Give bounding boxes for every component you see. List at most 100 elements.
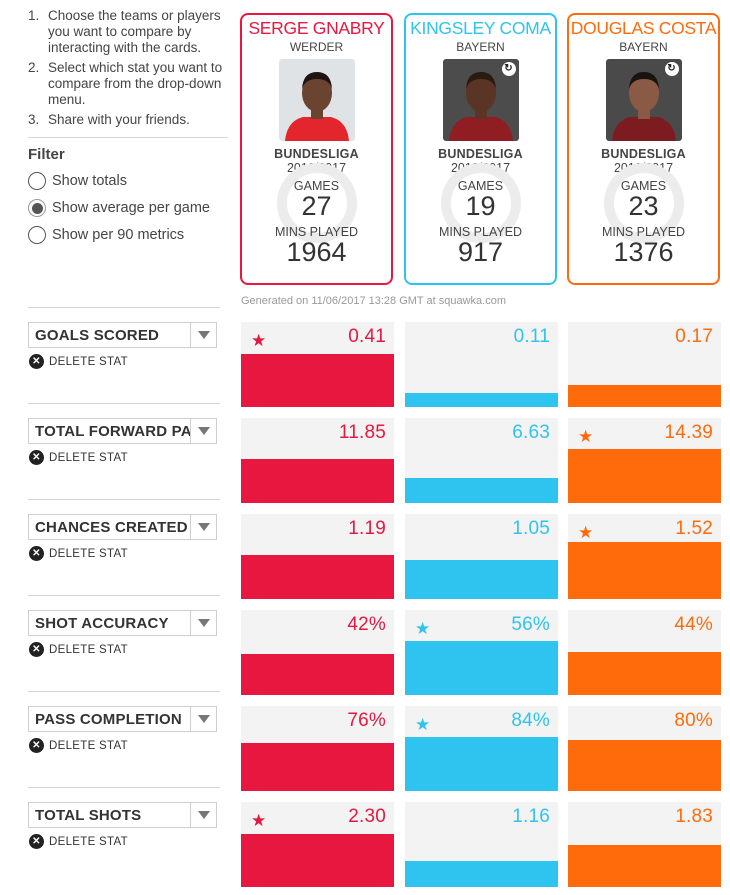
close-circle-icon: ✕ — [29, 546, 44, 561]
stat-bar — [405, 478, 558, 503]
player-name: KINGSLEY COMA — [410, 18, 551, 38]
stat-bar — [241, 654, 394, 695]
filter-option-per-90[interactable]: Show per 90 metrics — [28, 226, 184, 244]
delete-stat-button[interactable]: ✕ DELETE STAT — [29, 354, 128, 369]
games-ring — [440, 163, 521, 243]
radio-button[interactable] — [28, 172, 46, 190]
player-team: BAYERN — [619, 40, 668, 54]
stat-name: PASS COMPLETION — [35, 710, 182, 728]
delete-stat-label: DELETE STAT — [49, 643, 128, 656]
stat-dropdown[interactable]: CHANCES CREATED — [28, 514, 217, 540]
stat-value: 1.05 — [512, 518, 550, 539]
swap-icon[interactable]: ↻ — [501, 62, 516, 76]
filter-option-label: Show totals — [52, 173, 127, 189]
stat-cell: ★ 0.41 — [241, 322, 394, 407]
delete-stat-button[interactable]: ✕ DELETE STAT — [29, 834, 128, 849]
player-card[interactable]: KINGSLEY COMA BAYERN ↻ BUNDESLIGA 2016/2017 G… — [404, 13, 557, 285]
chevron-down-icon[interactable] — [190, 323, 216, 347]
filter-title: Filter — [28, 146, 65, 163]
chevron-down-icon[interactable] — [190, 419, 216, 443]
stat-row: PASS COMPLETION ✕ DELETE STAT 76% ★ 84% 80% — [0, 691, 730, 791]
stat-cell: 76% — [241, 706, 394, 791]
player-photo — [278, 59, 355, 141]
mins-value: 1964 — [286, 237, 347, 267]
stat-value: 42% — [347, 614, 386, 635]
stat-value: 6.63 — [512, 422, 550, 443]
stat-cell: 11.85 — [241, 418, 394, 503]
star-icon: ★ — [415, 619, 431, 638]
stat-cell: ★ 84% — [405, 706, 558, 791]
chevron-down-icon[interactable] — [190, 515, 216, 539]
player-name: DOUGLAS COSTA — [570, 18, 717, 38]
filter-option-average-per-game[interactable]: Show average per game — [28, 199, 210, 217]
stat-bar — [241, 354, 394, 407]
divider — [28, 595, 220, 596]
stat-value: 56% — [511, 614, 550, 635]
stat-dropdown[interactable]: SHOT ACCURACY — [28, 610, 217, 636]
delete-stat-button[interactable]: ✕ DELETE STAT — [29, 738, 128, 753]
player-league: BUNDESLIGA — [274, 147, 359, 161]
swap-icon[interactable]: ↻ — [664, 62, 679, 76]
chevron-down-icon[interactable] — [190, 611, 216, 635]
stat-value: 1.16 — [512, 806, 550, 827]
chevron-down-icon[interactable] — [190, 707, 216, 731]
stat-name: CHANCES CREATED — [35, 518, 188, 536]
stat-row: TOTAL SHOTS ✕ DELETE STAT ★ 2.30 1.16 1.83 — [0, 787, 730, 887]
stat-cell: 1.83 — [568, 802, 721, 887]
radio-button[interactable] — [28, 226, 46, 244]
radio-button[interactable] — [28, 199, 46, 217]
stat-cell: 44% — [568, 610, 721, 695]
stat-cell: 1.19 — [241, 514, 394, 599]
star-icon: ★ — [415, 715, 431, 734]
stat-dropdown[interactable]: GOALS SCORED — [28, 322, 217, 348]
stat-cell: 1.16 — [405, 802, 558, 887]
star-icon: ★ — [578, 427, 594, 446]
stat-bar — [405, 861, 558, 887]
chevron-down-icon[interactable] — [190, 803, 216, 827]
player-team: BAYERN — [456, 40, 505, 54]
stat-value: 1.19 — [348, 518, 386, 539]
stat-cell: 0.11 — [405, 322, 558, 407]
stat-bar — [568, 449, 721, 503]
stat-row: GOALS SCORED ✕ DELETE STAT ★ 0.41 0.11 0.17 — [0, 307, 730, 407]
stat-bar — [241, 555, 394, 599]
filter-option-totals[interactable]: Show totals — [28, 172, 127, 190]
stat-cell: 0.17 — [568, 322, 721, 407]
games-value: 23 — [628, 191, 659, 221]
stat-bar — [241, 459, 394, 503]
divider — [28, 137, 228, 138]
stat-name: TOTAL SHOTS — [35, 806, 142, 824]
stat-bar — [568, 385, 721, 407]
mins-label: MINS PLAYED — [438, 225, 523, 239]
player-name: SERGE GNABRY — [248, 18, 385, 38]
stat-cell: ★ 56% — [405, 610, 558, 695]
stat-dropdown[interactable]: TOTAL FORWARD PASSES — [28, 418, 217, 444]
mins-label: MINS PLAYED — [601, 225, 686, 239]
divider — [28, 307, 220, 308]
player-card[interactable]: SERGE GNABRY WERDER BUNDESLIGA 2016/2017 GAM… — [240, 13, 393, 285]
divider — [28, 403, 220, 404]
stat-cell: ★ 14.39 — [568, 418, 721, 503]
delete-stat-label: DELETE STAT — [49, 547, 128, 560]
delete-stat-button[interactable]: ✕ DELETE STAT — [29, 450, 128, 465]
player-photo: ↻ — [442, 59, 519, 141]
stat-bar — [405, 393, 558, 407]
stat-value: 44% — [674, 614, 713, 635]
delete-stat-button[interactable]: ✕ DELETE STAT — [29, 546, 128, 561]
stat-name: GOALS SCORED — [35, 326, 160, 344]
delete-stat-button[interactable]: ✕ DELETE STAT — [29, 642, 128, 657]
stat-bar — [568, 542, 721, 599]
stat-dropdown[interactable]: PASS COMPLETION — [28, 706, 217, 732]
stat-value: 1.83 — [675, 806, 713, 827]
games-label: GAMES — [293, 179, 340, 193]
delete-stat-label: DELETE STAT — [49, 355, 128, 368]
player-card[interactable]: DOUGLAS COSTA BAYERN ↻ BUNDESLIGA 2016/2017 G… — [567, 13, 720, 285]
stat-row: TOTAL FORWARD PASSES ✕ DELETE STAT 11.85 6.6… — [0, 403, 730, 503]
stat-name: SHOT ACCURACY — [35, 614, 169, 632]
instruction-item: 1. Choose the teams or players you want t… — [28, 8, 221, 55]
stat-dropdown[interactable]: TOTAL SHOTS — [28, 802, 217, 828]
games-ring — [276, 163, 357, 243]
games-ring — [603, 163, 684, 243]
stat-cell: 80% — [568, 706, 721, 791]
instructions-list: 1. Choose the teams or players you want t… — [28, 8, 233, 132]
